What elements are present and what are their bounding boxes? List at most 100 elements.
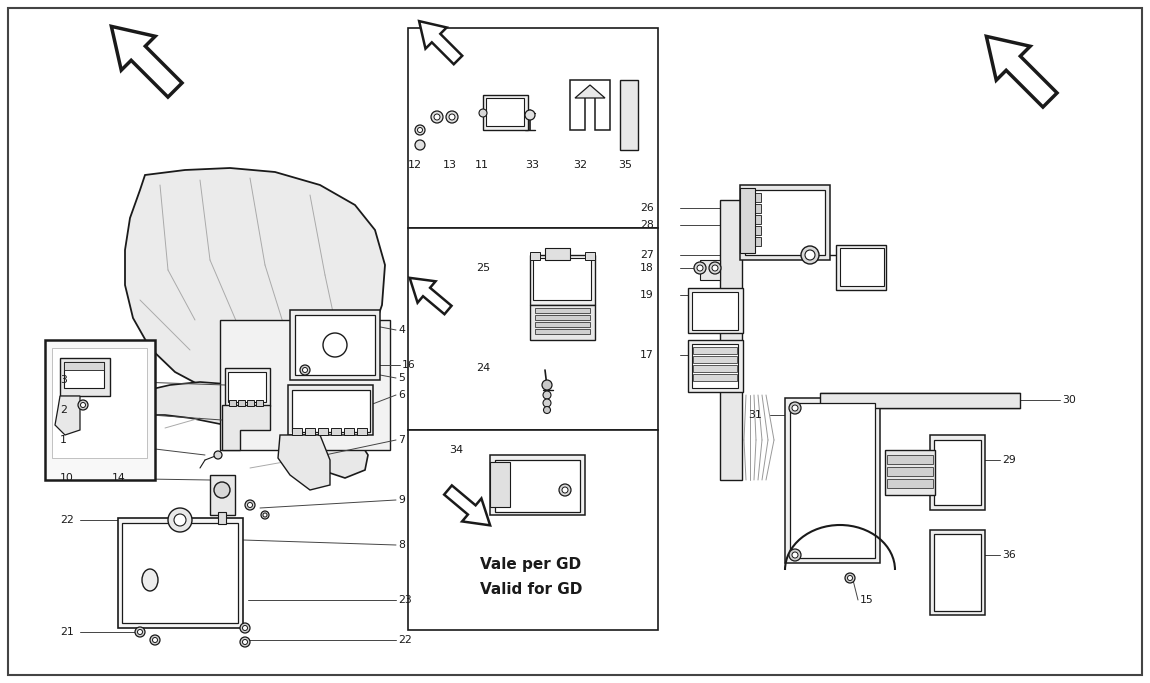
Bar xyxy=(118,518,243,628)
Circle shape xyxy=(448,114,455,120)
Circle shape xyxy=(247,503,253,507)
Bar xyxy=(745,190,825,255)
Bar xyxy=(45,340,155,480)
Polygon shape xyxy=(55,396,81,435)
Text: 19: 19 xyxy=(641,290,653,300)
Text: 21: 21 xyxy=(60,627,74,637)
Text: 27: 27 xyxy=(641,250,653,260)
Polygon shape xyxy=(419,21,462,64)
Circle shape xyxy=(302,367,307,372)
Circle shape xyxy=(792,405,798,411)
Circle shape xyxy=(792,552,798,558)
Bar xyxy=(408,430,658,630)
Bar xyxy=(886,450,935,495)
Bar xyxy=(934,534,981,611)
Bar xyxy=(930,530,986,615)
Bar xyxy=(930,435,986,510)
Bar xyxy=(535,315,590,320)
Bar xyxy=(688,288,743,333)
Circle shape xyxy=(848,576,852,581)
Bar xyxy=(60,358,110,396)
Bar xyxy=(887,479,933,488)
Bar xyxy=(296,315,375,375)
Bar xyxy=(693,347,737,354)
Polygon shape xyxy=(987,36,1057,107)
Polygon shape xyxy=(575,85,605,98)
Bar xyxy=(228,372,266,402)
Circle shape xyxy=(789,549,802,561)
Circle shape xyxy=(168,508,192,532)
Circle shape xyxy=(559,484,572,496)
Text: Vale per GD: Vale per GD xyxy=(480,557,581,572)
Bar xyxy=(535,308,590,313)
Text: 4: 4 xyxy=(398,325,405,335)
Circle shape xyxy=(78,400,89,410)
Polygon shape xyxy=(112,27,182,97)
Circle shape xyxy=(261,511,269,519)
Text: 3: 3 xyxy=(60,375,67,385)
Bar xyxy=(785,398,880,563)
Text: 23: 23 xyxy=(398,595,412,605)
Circle shape xyxy=(300,365,311,375)
Bar xyxy=(64,362,104,370)
Bar xyxy=(692,344,738,388)
Circle shape xyxy=(542,380,552,390)
Text: 15: 15 xyxy=(860,595,874,605)
Text: 12: 12 xyxy=(408,160,422,170)
Text: 35: 35 xyxy=(618,160,633,170)
Bar xyxy=(532,258,591,300)
Circle shape xyxy=(174,514,186,526)
Bar xyxy=(331,428,342,435)
Circle shape xyxy=(480,109,486,117)
Bar xyxy=(700,260,720,280)
Circle shape xyxy=(845,573,854,583)
Bar xyxy=(620,80,638,150)
Bar xyxy=(483,95,528,130)
Text: 16: 16 xyxy=(402,360,416,370)
Text: 18: 18 xyxy=(641,263,653,273)
Bar xyxy=(408,228,658,430)
Polygon shape xyxy=(125,168,385,395)
Polygon shape xyxy=(278,435,330,490)
Circle shape xyxy=(240,637,250,647)
Bar xyxy=(292,428,302,435)
Bar xyxy=(122,523,238,623)
Text: 32: 32 xyxy=(573,160,586,170)
Bar xyxy=(535,322,590,327)
Bar xyxy=(220,320,390,450)
Text: 10: 10 xyxy=(60,473,74,483)
Bar xyxy=(692,292,738,330)
Circle shape xyxy=(543,391,551,399)
Bar xyxy=(739,185,830,260)
Circle shape xyxy=(544,406,551,413)
Bar xyxy=(739,188,756,253)
Bar xyxy=(408,28,658,228)
Bar xyxy=(229,400,236,406)
Polygon shape xyxy=(444,486,490,525)
Bar xyxy=(238,400,245,406)
Bar xyxy=(292,390,370,432)
Text: 36: 36 xyxy=(1002,550,1015,560)
Bar xyxy=(840,248,884,286)
Polygon shape xyxy=(570,80,610,130)
Circle shape xyxy=(543,399,551,407)
Text: 22: 22 xyxy=(60,515,74,525)
Text: Valid for GD: Valid for GD xyxy=(480,583,582,598)
Bar xyxy=(693,356,737,363)
Bar xyxy=(319,428,328,435)
Text: 14: 14 xyxy=(112,473,125,483)
Bar xyxy=(530,305,595,340)
Bar xyxy=(344,428,354,435)
Text: 9: 9 xyxy=(398,495,405,505)
Circle shape xyxy=(710,262,721,274)
Ellipse shape xyxy=(141,569,158,591)
Bar xyxy=(490,455,585,515)
Bar xyxy=(305,428,315,435)
Circle shape xyxy=(153,637,158,643)
Circle shape xyxy=(431,111,443,123)
Bar xyxy=(820,393,1020,408)
Bar xyxy=(356,428,367,435)
Bar xyxy=(748,237,761,246)
Text: 25: 25 xyxy=(476,263,490,273)
Text: 2: 2 xyxy=(60,405,67,415)
